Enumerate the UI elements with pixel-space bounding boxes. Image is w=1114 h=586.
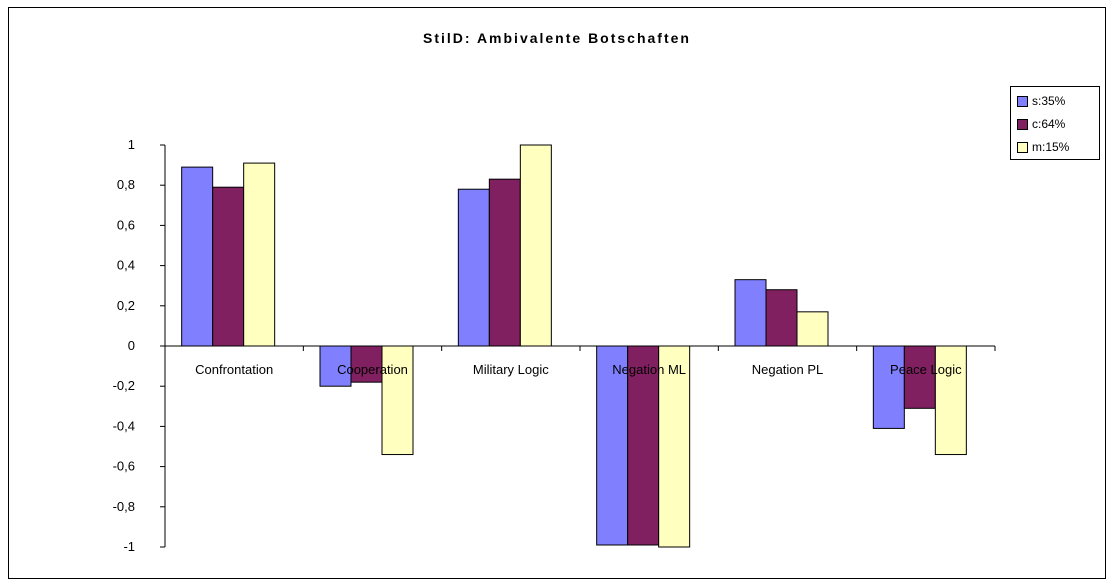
legend: s:35% c:64% m:15% bbox=[1010, 86, 1100, 160]
x-category-label: Military Logic bbox=[473, 362, 549, 377]
y-tick-label: 0,6 bbox=[117, 217, 135, 232]
bar bbox=[796, 311, 829, 347]
bar bbox=[596, 345, 629, 546]
legend-label: s:35% bbox=[1032, 94, 1066, 108]
legend-item: s:35% bbox=[1017, 93, 1065, 109]
bar bbox=[381, 345, 414, 456]
legend-label: m:15% bbox=[1032, 140, 1070, 154]
bar bbox=[181, 166, 214, 347]
labels-group: 1 0,8 0,6 0,4 0,2 0 -0,2 -0,4 -0,6 -0,8 -1 bbox=[113, 137, 135, 554]
x-category-label: Negation PL bbox=[752, 362, 824, 377]
y-tick-label: 0,2 bbox=[117, 298, 135, 313]
bar bbox=[212, 186, 245, 347]
y-tick-label: -0,6 bbox=[113, 459, 135, 474]
bar bbox=[243, 162, 276, 347]
x-category-label: Confrontation bbox=[195, 362, 273, 377]
bar bbox=[658, 345, 691, 548]
bar bbox=[872, 345, 905, 429]
bar bbox=[519, 144, 552, 347]
y-tick-label: -1 bbox=[123, 539, 135, 554]
bars-group bbox=[181, 144, 967, 548]
legend-item: c:64% bbox=[1017, 116, 1065, 132]
legend-item: m:15% bbox=[1017, 139, 1069, 155]
legend-label: c:64% bbox=[1032, 117, 1066, 131]
y-tick-label: 1 bbox=[128, 137, 135, 152]
bar bbox=[734, 279, 767, 347]
y-tick-label: 0,8 bbox=[117, 177, 135, 192]
x-category-label: Negation ML bbox=[612, 362, 686, 377]
bar bbox=[934, 345, 967, 456]
y-tick-label: -0,2 bbox=[113, 378, 135, 393]
legend-swatch bbox=[1017, 141, 1028, 153]
y-tick-label: -0,4 bbox=[113, 418, 135, 433]
legend-swatch bbox=[1017, 95, 1028, 107]
y-tick-label: 0,4 bbox=[117, 258, 135, 273]
axes-group bbox=[160, 144, 166, 548]
chart-title: StilD: Ambivalente Botschaften bbox=[423, 30, 691, 46]
bar bbox=[457, 188, 490, 347]
y-tick-label: -0,8 bbox=[113, 499, 135, 514]
x-category-label: Cooperation bbox=[337, 362, 408, 377]
legend-swatch bbox=[1017, 118, 1028, 130]
x-category-label: Peace Logic bbox=[890, 362, 962, 377]
bar bbox=[765, 289, 798, 347]
bar bbox=[488, 178, 521, 347]
bar bbox=[903, 345, 936, 409]
y-tick-label: 0 bbox=[128, 338, 135, 353]
